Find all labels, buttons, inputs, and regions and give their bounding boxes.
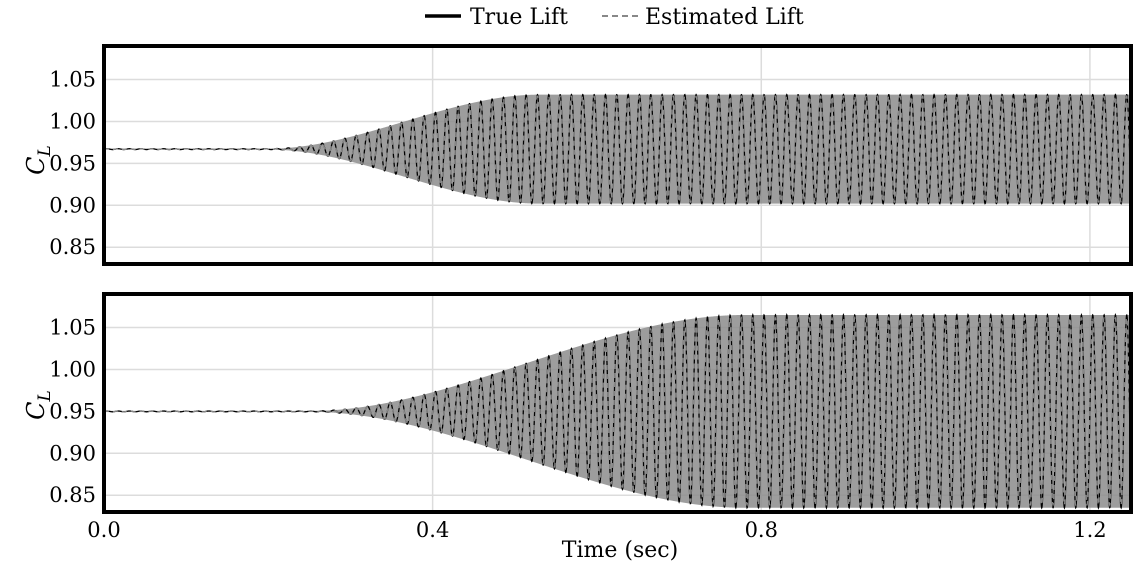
legend-estimated-label: Estimated Lift bbox=[645, 5, 804, 30]
bottom-y-label-main: C bbox=[22, 401, 50, 419]
bottom-y-label-sub: L bbox=[35, 390, 55, 402]
top-y-label-main: C bbox=[22, 156, 50, 174]
svg-text:CL: CL bbox=[22, 390, 55, 420]
y-tick-label-4: 1.05 bbox=[49, 68, 96, 92]
top-panel: 0.85 0.90 0.95 1.00 1.05 CL bbox=[22, 44, 1133, 266]
x-tick-label-2: 0.8 bbox=[745, 518, 778, 542]
y-tick-label-0: 0.85 bbox=[49, 483, 96, 507]
y-tick-label-3: 1.00 bbox=[49, 357, 96, 381]
bottom-x-ticks: 0.0 0.4 0.8 1.2 bbox=[87, 518, 1106, 542]
bottom-axes-frame bbox=[102, 292, 1133, 514]
y-tick-label-1: 0.90 bbox=[49, 193, 96, 217]
bottom-panel: 0.85 0.90 0.95 1.00 1.05 0.0 0.4 0.8 1.2 CL bbox=[22, 292, 1133, 542]
top-y-label: CL bbox=[22, 145, 55, 175]
y-tick-label-1: 0.90 bbox=[49, 441, 96, 465]
legend: True Lift Estimated Lift bbox=[425, 5, 804, 30]
bottom-y-label: CL bbox=[22, 390, 55, 420]
y-tick-label-2: 0.95 bbox=[49, 399, 96, 423]
top-y-ticks: 0.85 0.90 0.95 1.00 1.05 bbox=[49, 68, 96, 260]
svg-text:CL: CL bbox=[22, 145, 55, 175]
bottom-estimated-lift-line bbox=[103, 315, 1132, 507]
top-estimated-lift-line bbox=[103, 95, 1132, 204]
x-tick-label-0: 0.0 bbox=[87, 518, 120, 542]
y-tick-label-3: 1.00 bbox=[49, 109, 96, 133]
legend-true-label: True Lift bbox=[470, 5, 568, 30]
y-tick-label-0: 0.85 bbox=[49, 235, 96, 259]
y-tick-label-4: 1.05 bbox=[49, 316, 96, 340]
x-axis-label: Time (sec) bbox=[562, 538, 678, 563]
y-tick-label-2: 0.95 bbox=[49, 151, 96, 175]
top-axes-frame bbox=[102, 44, 1133, 266]
x-tick-label-3: 1.2 bbox=[1073, 518, 1106, 542]
top-y-label-sub: L bbox=[35, 145, 55, 157]
bottom-y-ticks: 0.85 0.90 0.95 1.00 1.05 bbox=[49, 316, 96, 508]
x-tick-label-1: 0.4 bbox=[416, 518, 449, 542]
